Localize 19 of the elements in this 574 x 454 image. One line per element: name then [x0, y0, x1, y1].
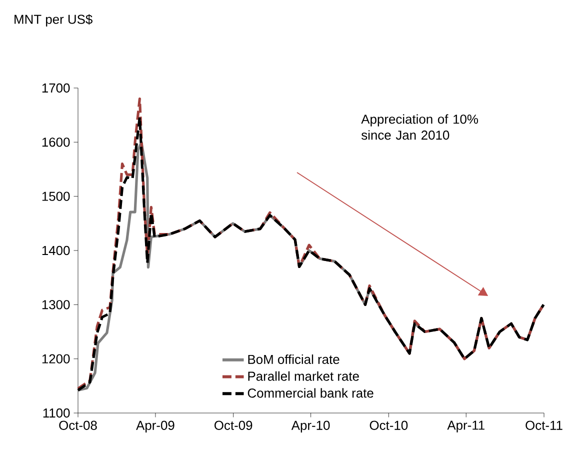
- y-tick-label: 1100: [43, 408, 70, 418]
- annotation: Appreciation of 10% since Jan 2010: [361, 114, 478, 140]
- x-tick-label: Apr-11: [447, 420, 484, 432]
- legend-label: Parallel market rate: [248, 371, 359, 381]
- x-tick-label: Apr-10: [291, 420, 330, 433]
- x-tick-label: Oct-11: [526, 420, 562, 430]
- x-tick-label: Apr-09: [136, 420, 174, 433]
- x-tick-label: Oct-10: [370, 420, 408, 430]
- legend-label: Commercial bank rate: [248, 388, 374, 398]
- y-tick-label: 1300: [42, 300, 70, 310]
- legend-label: BoM official rate: [248, 354, 340, 364]
- y-tick-label: 1600: [42, 138, 70, 147]
- x-tick-label: Oct-08: [59, 420, 97, 430]
- y-tick-label: 1700: [42, 83, 70, 93]
- y-tick-label: 1500: [42, 192, 70, 201]
- y-tick-label: 1400: [42, 246, 70, 256]
- y-axis-title: MNT per US$: [14, 14, 92, 26]
- x-tick-label: Oct-09: [214, 420, 252, 430]
- y-tick-label: 1200: [42, 354, 70, 364]
